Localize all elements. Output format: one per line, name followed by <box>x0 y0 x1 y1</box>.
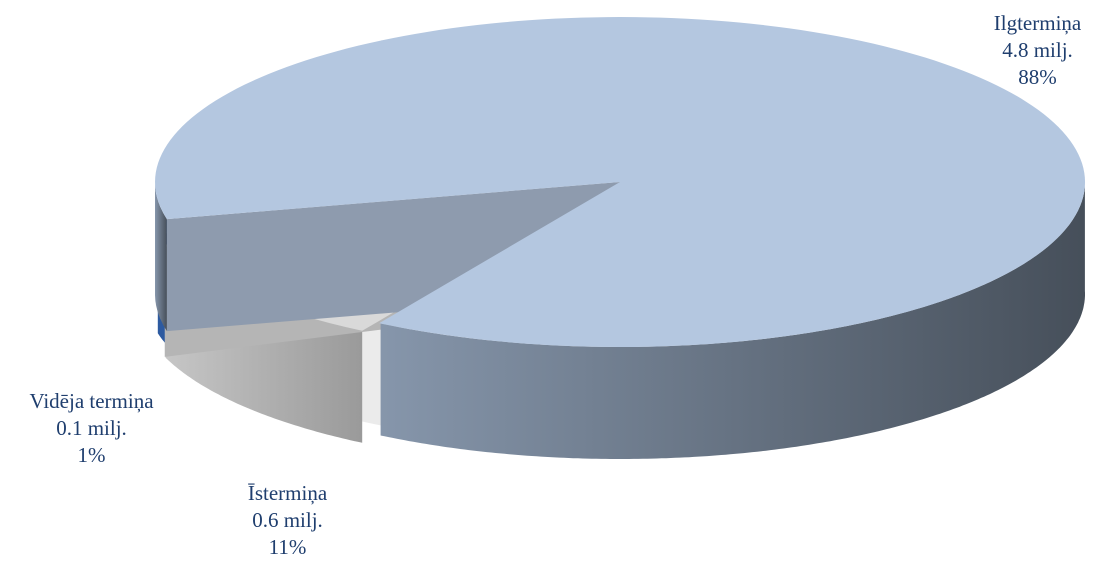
label-istermina: Īstermiņa 0.6 milj. 11% <box>225 480 350 561</box>
label-ilgtermina-name: Ilgtermiņa <box>993 11 1082 35</box>
slice-top-ilgtermi-a <box>155 17 1086 348</box>
label-videja-termina-percent: 1% <box>77 443 106 467</box>
label-ilgtermina-percent: 88% <box>1018 65 1057 89</box>
label-istermina-percent: 11% <box>268 535 307 559</box>
slice-side-ilgtermi-a <box>155 179 167 332</box>
label-istermina-name: Īstermiņa <box>247 481 328 505</box>
label-ilgtermina: Ilgtermiņa 4.8 milj. 88% <box>975 10 1100 91</box>
label-videja-termina-value: 0.1 milj. <box>56 416 127 440</box>
label-istermina-value: 0.6 milj. <box>252 508 323 532</box>
label-ilgtermina-value: 4.8 milj. <box>1002 38 1073 62</box>
slice-side-ilgtermi-a-1 <box>380 179 1086 459</box>
label-videja-termina: Vidēja termiņa 0.1 milj. 1% <box>4 388 179 469</box>
label-videja-termina-name: Vidēja termiņa <box>29 389 154 413</box>
